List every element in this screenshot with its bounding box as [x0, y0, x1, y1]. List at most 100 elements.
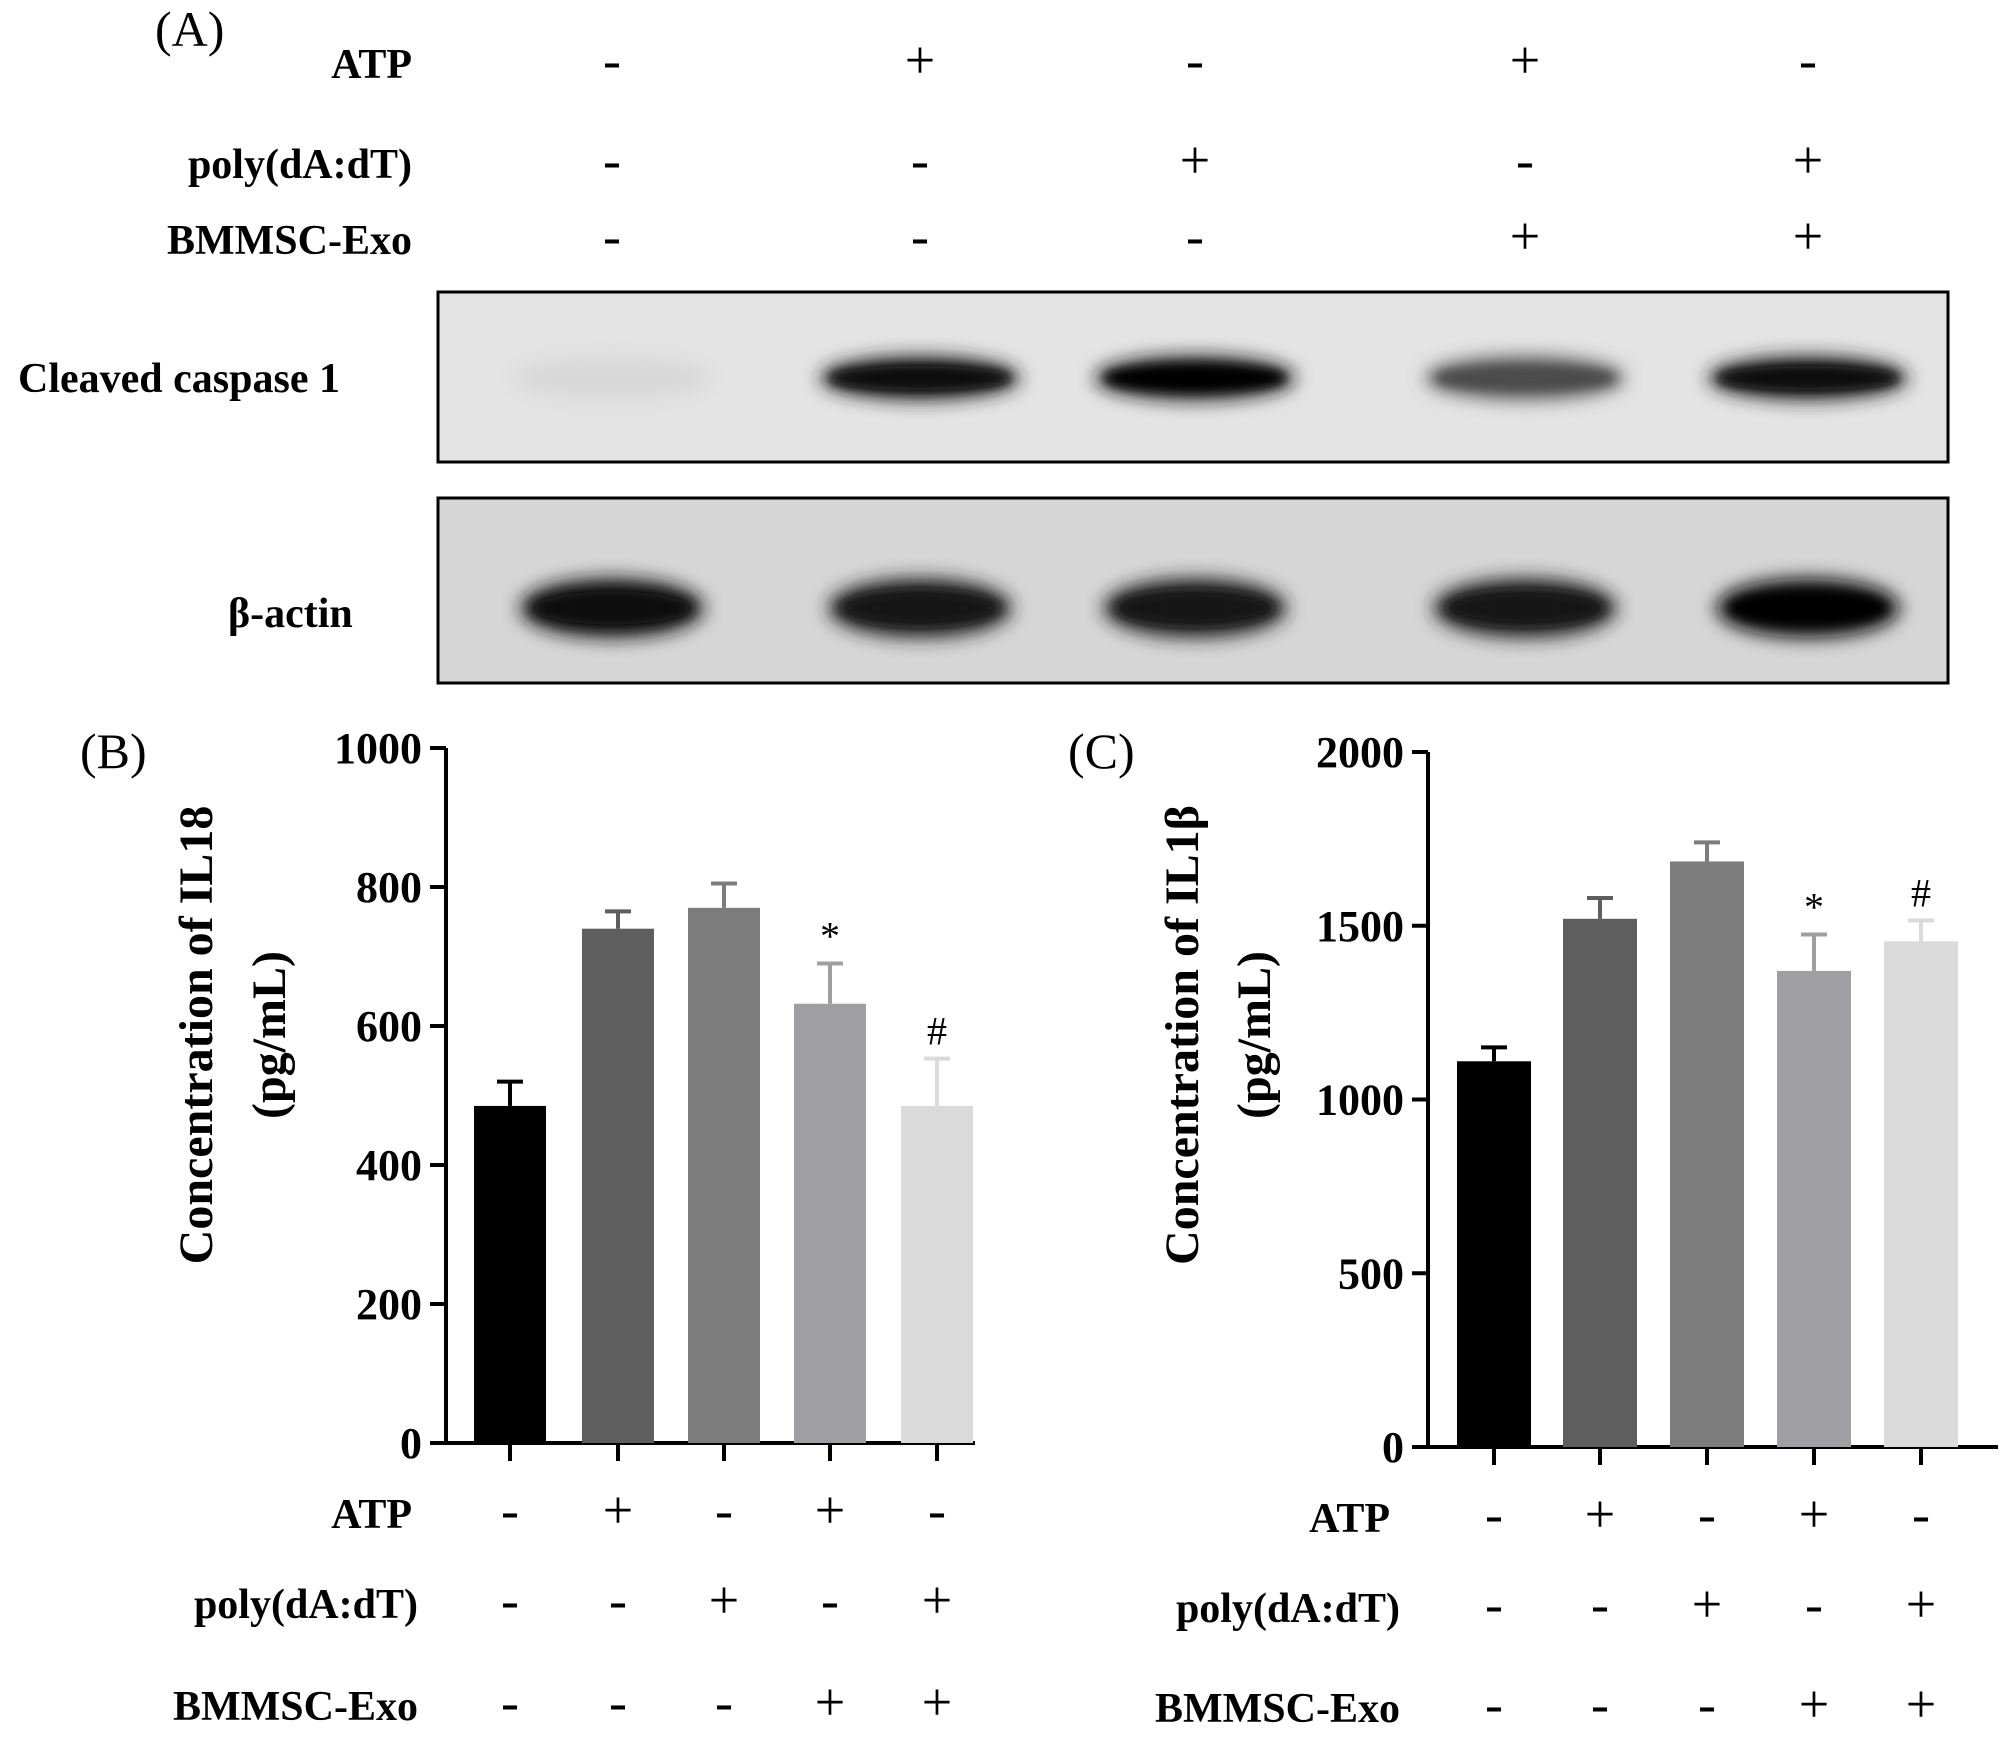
panel-b-y-tick-label-2: 200 [356, 1280, 422, 1329]
panel-a-sign-1-5: - [1799, 30, 1817, 90]
panel-c-sign-1-4: + [1799, 1484, 1829, 1544]
band-core-beta-actin-lane-4 [1446, 591, 1604, 625]
band-core-beta-actin-lane-1 [533, 591, 691, 625]
panel-b-signs: - + - + - - - + - + - - - + + [501, 1480, 952, 1732]
panel-a-sign-3-1: - [603, 206, 621, 266]
panel-b-sign-3-4: + [815, 1672, 845, 1732]
panel-c-bar-2 [1563, 918, 1637, 1447]
panel-b-ylabel-line1: Concentration of IL18 [170, 806, 223, 1265]
blot-bands-beta-actin [520, 578, 1900, 638]
band-core-cleaved-caspase-1-lane-2 [830, 365, 1010, 391]
panel-a-row-label-bmmsc-exo: BMMSC-Exo [167, 218, 412, 264]
panel-c-ylabel-line2: (pg/mL) [1228, 951, 1281, 1119]
panel-b-bar-1 [474, 1105, 546, 1443]
panel-c-condition-table: ATP poly(dA:dT) BMMSC-Exo - + - + - - - + - + - - - +… [1155, 1484, 1936, 1734]
panel-c-y-tick-label-3: 1000 [1316, 1076, 1404, 1125]
panel-b-sign-2-3: + [709, 1570, 739, 1630]
panel-b-sign-2-4: - [821, 1570, 839, 1630]
panel-c-row-label-atp: ATP [1309, 1496, 1390, 1542]
blot-bands-cleaved-caspase-1 [512, 356, 1908, 400]
blot-label-cleaved-caspase-1: Cleaved caspase 1 [18, 356, 340, 402]
panel-a-sign-2-3: + [1180, 130, 1210, 190]
panel-c-bar-5 [1884, 941, 1958, 1447]
panel-c-sign-2-4: - [1805, 1574, 1823, 1634]
panel-b-sign-1-3: - [715, 1480, 733, 1540]
panel-b-annotation-5: # [927, 1009, 947, 1054]
panel-a-sign-1-3: - [1186, 30, 1204, 90]
panel-b-sign-3-5: + [922, 1672, 952, 1732]
panel-c-sign-2-1: - [1485, 1574, 1503, 1634]
panel-c-chart: 0 500 1000 1500 2000 * # [1316, 728, 1998, 1472]
band-core-cleaved-caspase-1-lane-5 [1718, 365, 1898, 391]
panel-b-row-label-polydadt: poly(dA:dT) [194, 1582, 418, 1628]
band-core-cleaved-caspase-1-lane-3 [1105, 365, 1285, 391]
panel-b-y-tick-label-4: 600 [356, 1002, 422, 1051]
panel-b-annotation-4: * [820, 913, 840, 958]
panel-b-sign-2-1: - [501, 1570, 519, 1630]
panel-a-sign-3-4: + [1510, 206, 1540, 266]
panel-a-sign-2-2: - [911, 130, 929, 190]
panel-b: (B) Concentration of IL18 (pg/mL) 0 200 40… [80, 723, 975, 1732]
panel-c-sign-1-2: + [1585, 1484, 1615, 1544]
panel-a-sign-1-2: + [905, 30, 935, 90]
panel-b-sign-1-4: + [815, 1480, 845, 1540]
panel-c-annotation-5: # [1911, 871, 1931, 916]
band-core-beta-actin-lane-5 [1729, 591, 1887, 625]
panel-c-sign-3-4: + [1799, 1674, 1829, 1734]
panel-b-bar-5 [901, 1105, 973, 1443]
panel-a-row-label-atp: ATP [331, 42, 412, 88]
panel-b-y-tick-label-1: 0 [400, 1419, 422, 1468]
panel-c-sign-3-3: - [1698, 1674, 1716, 1734]
panel-b-y-tick-label-6: 1000 [334, 724, 422, 773]
panel-b-y-tick-label-3: 400 [356, 1141, 422, 1190]
panel-c-sign-2-5: + [1906, 1574, 1936, 1634]
panel-b-sign-3-1: - [501, 1672, 519, 1732]
panel-c-sign-2-3: + [1692, 1574, 1722, 1634]
panel-b-sign-3-3: - [715, 1672, 733, 1732]
band-core-beta-actin-lane-2 [841, 591, 999, 625]
panel-c-signs: - + - + - - - + - + - - - + + [1485, 1484, 1936, 1734]
panel-b-bar-4 [794, 1003, 866, 1443]
panel-b-sign-1-2: + [603, 1480, 633, 1540]
panel-b-bar-3 [688, 907, 760, 1443]
panel-c-bar-4 [1777, 970, 1851, 1447]
panel-b-row-label-bmmsc-exo: BMMSC-Exo [173, 1684, 418, 1730]
panel-c-annotation-4: * [1804, 884, 1824, 929]
panel-a-sign-2-4: - [1516, 130, 1534, 190]
panel-a-condition-table: ATP poly(dA:dT) BMMSC-Exo - + - + - - - + - + - - - +… [167, 30, 1823, 266]
panel-b-ylabel-line2: (pg/mL) [243, 951, 296, 1119]
panel-c-y-tick-label-1: 0 [1382, 1423, 1404, 1472]
panel-b-bar-2 [582, 928, 654, 1443]
blot-cleaved-caspase-1: Cleaved caspase 1 [18, 290, 1950, 464]
panel-c-sign-1-3: - [1698, 1484, 1716, 1544]
blot-beta-actin: β-actin [228, 496, 1950, 685]
panel-c-bar-1 [1457, 1061, 1531, 1447]
panel-c-sign-3-2: - [1591, 1674, 1609, 1734]
panel-b-y-tick-label-5: 800 [356, 863, 422, 912]
panel-a: (A) ATP poly(dA:dT) BMMSC-Exo - + - + - - - + - +… [18, 1, 1950, 685]
panel-b-sign-2-2: - [609, 1570, 627, 1630]
panel-a-signs: - + - + - - - + - + - - - + + [603, 30, 1823, 266]
panel-a-sign-2-5: + [1793, 130, 1823, 190]
panel-c-sign-2-2: - [1591, 1574, 1609, 1634]
panel-c-y-tick-label-4: 1500 [1316, 902, 1404, 951]
panel-c-sign-3-5: + [1906, 1674, 1936, 1734]
panel-b-sign-1-5: - [928, 1480, 946, 1540]
panel-c-label: (C) [1068, 723, 1135, 779]
panel-c-y-tick-label-5: 2000 [1316, 728, 1404, 777]
panel-c: (C) Concentration of IL1β (pg/mL) 0 500 10… [1068, 723, 1998, 1734]
panel-c-row-label-bmmsc-exo: BMMSC-Exo [1155, 1686, 1400, 1732]
panel-a-sign-3-3: - [1186, 206, 1204, 266]
panel-c-ylabel-line1: Concentration of IL1β [1156, 805, 1209, 1265]
panel-c-sign-3-1: - [1485, 1674, 1503, 1734]
band-cleaved-caspase-1-lane-1 [512, 356, 712, 400]
panel-a-sign-3-5: + [1793, 206, 1823, 266]
band-core-beta-actin-lane-3 [1116, 591, 1274, 625]
panel-a-sign-1-4: + [1510, 30, 1540, 90]
panel-c-bar-3 [1670, 861, 1744, 1447]
band-core-cleaved-caspase-1-lane-4 [1435, 365, 1615, 391]
panel-a-label: (A) [155, 1, 224, 57]
panel-a-sign-1-1: - [603, 30, 621, 90]
panel-b-chart: 0 200 400 600 800 1000 * # [334, 724, 975, 1468]
